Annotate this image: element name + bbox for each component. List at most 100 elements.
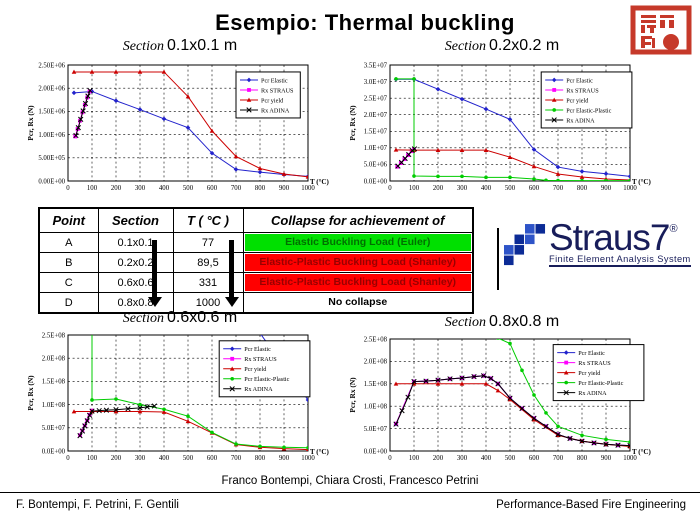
svg-text:0: 0 (388, 185, 392, 192)
svg-text:Rx STRAUS: Rx STRAUS (578, 360, 611, 367)
chart-title-section-0202: Section 0.2x0.2 m (346, 37, 658, 55)
svg-text:1000: 1000 (301, 185, 315, 192)
svg-text:700: 700 (553, 455, 564, 462)
svg-text:300: 300 (457, 185, 468, 192)
svg-text:400: 400 (481, 185, 492, 192)
svg-text:2.0E+08: 2.0E+08 (42, 356, 66, 363)
svg-text:1.0E+07: 1.0E+07 (364, 145, 388, 152)
svg-text:1.50E+06: 1.50E+06 (38, 109, 65, 116)
table-header-row: Point Section T ( °C ) Collapse for achi… (38, 207, 474, 233)
svg-text:600: 600 (207, 455, 218, 462)
svg-text:Pcr Elastic-Plastic: Pcr Elastic-Plastic (566, 107, 611, 114)
svg-text:T (°C): T (°C) (632, 178, 651, 186)
svg-text:Pcr Elastic: Pcr Elastic (578, 350, 605, 357)
collapse-status-badge: Elastic-Plastic Buckling Load (Shanley) (244, 274, 471, 291)
svg-text:0: 0 (388, 455, 392, 462)
svg-text:Pcr, Rx (N): Pcr, Rx (N) (348, 105, 357, 141)
svg-text:1000: 1000 (623, 185, 637, 192)
svg-text:Pcr, Rx (N): Pcr, Rx (N) (348, 377, 357, 413)
svg-text:Rx ADINA: Rx ADINA (244, 386, 273, 393)
svg-text:700: 700 (231, 455, 242, 462)
svg-text:Pcr yield: Pcr yield (578, 370, 601, 377)
table-logo-divider (497, 228, 499, 290)
svg-text:Rx STRAUS: Rx STRAUS (244, 356, 277, 363)
section-cell: 0.2x0.2 (97, 252, 174, 273)
table-header-section: Section (97, 207, 174, 233)
chart-title-prefix: Section (122, 39, 164, 54)
svg-text:Rx STRAUS: Rx STRAUS (566, 87, 599, 94)
footer-right-title: Performance-Based Fire Engineering (496, 499, 686, 511)
chart-title-prefix: Section (122, 311, 164, 326)
svg-text:200: 200 (111, 185, 122, 192)
collapse-cell: Elastic Buckling Load (Euler) (242, 232, 474, 253)
page-title: Esempio: Thermal buckling (215, 10, 515, 35)
svg-text:Pcr yield: Pcr yield (261, 97, 284, 104)
svg-text:500: 500 (183, 455, 194, 462)
table-row: C 0.6x0.6 331 Elastic-Plastic Buckling Load… (38, 272, 474, 293)
chart-title-prefix: Section (444, 39, 486, 54)
svg-text:5.00E+05: 5.00E+05 (38, 155, 65, 162)
svg-text:1.5E+07: 1.5E+07 (364, 129, 388, 136)
svg-text:Pcr, Rx (N): Pcr, Rx (N) (26, 375, 35, 411)
collapse-status-badge: Elastic-Plastic Buckling Load (Shanley) (244, 254, 471, 271)
svg-text:100: 100 (87, 185, 98, 192)
point-cell: C (38, 272, 99, 293)
svg-text:Pcr Elastic: Pcr Elastic (566, 77, 593, 84)
chart-title-size: 0.1x0.1 m (166, 37, 238, 54)
svg-text:T (°C): T (°C) (310, 448, 329, 456)
svg-text:3.5E+07: 3.5E+07 (364, 62, 388, 69)
point-cell: D (38, 292, 99, 314)
svg-text:700: 700 (553, 185, 564, 192)
straus7-wordmark: Straus7® (549, 219, 691, 256)
svg-text:5.0E+07: 5.0E+07 (42, 425, 66, 432)
table-header-point: Point (38, 207, 99, 233)
chinese-seal-icon (630, 5, 692, 55)
collapse-cell: Elastic-Plastic Buckling Load (Shanley) (242, 272, 474, 293)
svg-text:900: 900 (601, 455, 612, 462)
svg-text:0: 0 (66, 185, 70, 192)
svg-text:Pcr yield: Pcr yield (244, 366, 267, 373)
svg-text:400: 400 (159, 185, 170, 192)
table-row: B 0.2x0.2 89,5 Elastic-Plastic Buckling Loa… (38, 252, 474, 273)
point-cell: B (38, 252, 99, 273)
temperature-cell: 331 (172, 272, 244, 293)
chart-title-size: 0.2x0.2 m (488, 37, 560, 54)
svg-text:Pcr yield: Pcr yield (566, 97, 589, 104)
svg-text:Pcr Elastic: Pcr Elastic (244, 346, 271, 353)
svg-text:T (°C): T (°C) (632, 448, 651, 456)
chart-section-0606: 0 100 200 300 400 500 600 700 800 900 1000 0.0E+00 5… (24, 330, 336, 466)
footer-left-authors: F. Bontempi, F. Petrini, F. Gentili (16, 499, 179, 511)
svg-text:800: 800 (577, 455, 588, 462)
collapse-table: Point Section T ( °C ) Collapse for achi… (38, 207, 474, 314)
section-cell: 0.1x0.1 (97, 232, 174, 253)
svg-text:600: 600 (529, 185, 540, 192)
svg-text:1.0E+08: 1.0E+08 (42, 402, 66, 409)
svg-text:Rx ADINA: Rx ADINA (261, 107, 290, 114)
svg-text:200: 200 (111, 455, 122, 462)
table-row: D 0.8x0.8 1000 No collapse (38, 292, 474, 314)
svg-text:3.0E+07: 3.0E+07 (364, 79, 388, 86)
svg-text:2.5E+08: 2.5E+08 (364, 336, 388, 343)
collapse-cell: No collapse (242, 292, 474, 314)
svg-text:700: 700 (231, 185, 242, 192)
straus7-grid-icon (504, 224, 546, 266)
svg-text:0.0E+00: 0.0E+00 (42, 448, 66, 455)
straus7-logo: Straus7® Finite Element Analysis System (504, 219, 691, 269)
svg-text:0.0E+00: 0.0E+00 (364, 178, 388, 185)
section-cell: 0.6x0.6 (97, 272, 174, 293)
svg-text:2.0E+08: 2.0E+08 (364, 359, 388, 366)
svg-text:800: 800 (255, 455, 266, 462)
svg-text:2.00E+06: 2.00E+06 (38, 86, 65, 93)
svg-text:Pcr, Rx (N): Pcr, Rx (N) (26, 105, 35, 141)
table-row: A 0.1x0.1 77 Elastic Buckling Load (Euler) (38, 232, 474, 253)
chart-title-section-0101: Section 0.1x0.1 m (24, 37, 336, 55)
svg-text:Rx STRAUS: Rx STRAUS (261, 87, 294, 94)
svg-text:300: 300 (457, 455, 468, 462)
svg-text:100: 100 (409, 185, 420, 192)
svg-text:2.0E+07: 2.0E+07 (364, 112, 388, 119)
svg-text:2.5E+08: 2.5E+08 (42, 332, 66, 339)
svg-text:Pcr Elastic: Pcr Elastic (261, 77, 288, 84)
svg-text:1.00E+06: 1.00E+06 (38, 132, 65, 139)
svg-text:5.0E+06: 5.0E+06 (364, 162, 388, 169)
